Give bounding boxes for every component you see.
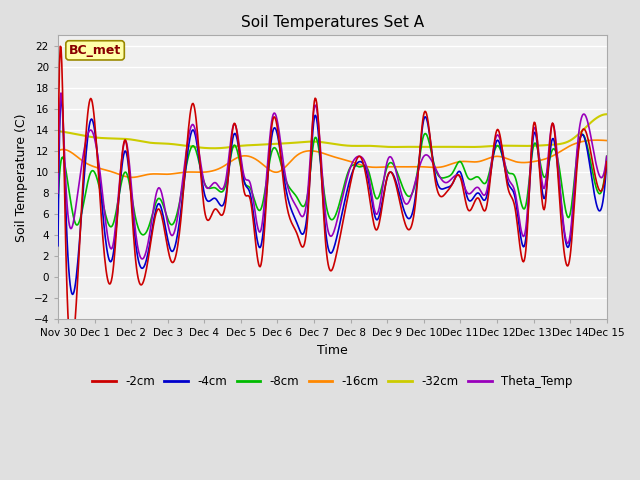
-4cm xyxy=(65,264,72,270)
Legend: -2cm, -4cm, -8cm, -16cm, -32cm, Theta_Temp: -2cm, -4cm, -8cm, -16cm, -32cm, Theta_Te… xyxy=(88,371,577,393)
-8cm xyxy=(177,193,185,199)
-2cm xyxy=(65,325,72,331)
-4cm xyxy=(122,149,130,155)
Theta_Temp xyxy=(178,186,186,192)
-32cm xyxy=(64,130,72,135)
-32cm xyxy=(205,145,213,151)
Theta_Temp xyxy=(54,190,62,196)
-16cm xyxy=(400,164,408,170)
-16cm xyxy=(120,173,128,179)
Y-axis label: Soil Temperature (C): Soil Temperature (C) xyxy=(15,113,28,241)
-16cm xyxy=(603,138,611,144)
-16cm xyxy=(206,168,214,174)
-2cm xyxy=(207,215,214,220)
X-axis label: Time: Time xyxy=(317,344,348,357)
-4cm xyxy=(68,291,76,297)
-4cm xyxy=(417,143,424,148)
-2cm xyxy=(417,141,424,146)
-2cm xyxy=(178,209,186,215)
-16cm xyxy=(64,148,72,154)
-8cm xyxy=(416,153,424,159)
-16cm xyxy=(416,164,424,169)
-4cm xyxy=(54,243,62,249)
-32cm xyxy=(400,144,408,150)
Theta_Temp xyxy=(603,154,611,159)
Theta_Temp xyxy=(417,161,424,167)
Line: -32cm: -32cm xyxy=(58,114,607,148)
-32cm xyxy=(54,128,62,134)
-4cm xyxy=(207,198,214,204)
-32cm xyxy=(416,144,424,150)
-32cm xyxy=(176,142,184,148)
Theta_Temp xyxy=(138,256,146,262)
Title: Soil Temperatures Set A: Soil Temperatures Set A xyxy=(241,15,424,30)
-32cm xyxy=(603,111,611,117)
Line: -8cm: -8cm xyxy=(58,133,607,235)
Theta_Temp xyxy=(401,199,408,205)
-32cm xyxy=(120,136,128,142)
-8cm xyxy=(54,201,62,206)
-8cm xyxy=(400,187,408,192)
Theta_Temp xyxy=(57,90,65,96)
-4cm xyxy=(178,202,186,208)
Theta_Temp xyxy=(65,218,72,224)
-2cm xyxy=(603,159,611,165)
-8cm xyxy=(120,170,128,176)
Line: -4cm: -4cm xyxy=(58,97,607,294)
-8cm xyxy=(603,154,611,159)
-8cm xyxy=(421,131,429,136)
-16cm xyxy=(177,170,185,176)
Line: -16cm: -16cm xyxy=(58,140,607,178)
-16cm xyxy=(593,137,600,143)
-2cm xyxy=(56,44,64,49)
-16cm xyxy=(54,148,62,154)
-2cm xyxy=(68,347,76,353)
-4cm xyxy=(401,209,408,215)
Theta_Temp xyxy=(207,183,214,189)
-8cm xyxy=(206,185,214,191)
Line: -2cm: -2cm xyxy=(58,47,607,350)
-2cm xyxy=(122,138,130,144)
-16cm xyxy=(128,175,136,180)
Theta_Temp xyxy=(121,138,129,144)
-4cm xyxy=(603,159,611,165)
-2cm xyxy=(401,218,408,224)
-4cm xyxy=(57,95,65,100)
-2cm xyxy=(54,169,62,175)
Text: BC_met: BC_met xyxy=(69,44,121,57)
-8cm xyxy=(140,232,147,238)
-32cm xyxy=(210,145,218,151)
Line: Theta_Temp: Theta_Temp xyxy=(58,93,607,259)
-8cm xyxy=(64,180,72,186)
